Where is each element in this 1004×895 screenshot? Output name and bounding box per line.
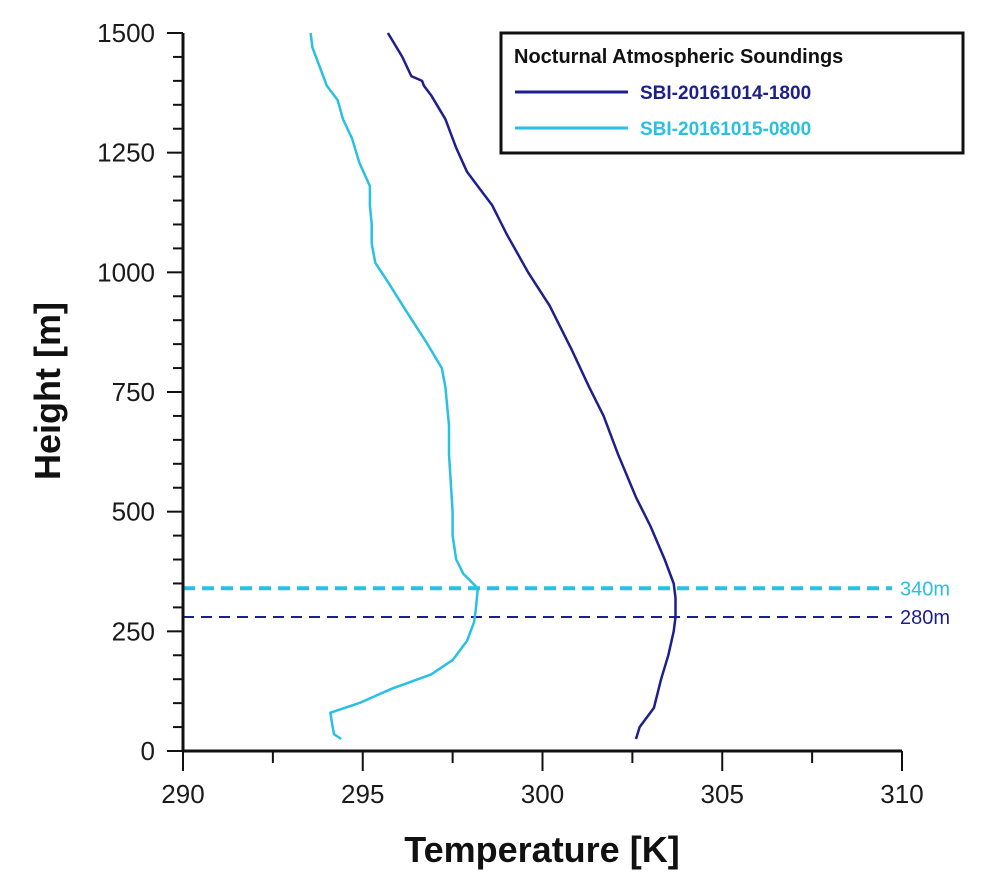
- y-tick-label: 750: [112, 377, 155, 407]
- x-tick-label: 295: [341, 779, 384, 809]
- x-tick-label: 305: [701, 779, 744, 809]
- legend: Nocturnal Atmospheric Soundings SBI-2016…: [499, 31, 965, 155]
- y-tick-label: 250: [112, 616, 155, 646]
- tick-labels: 0 250 500 750 1000 1250 1500 290 295 300 305 310: [97, 18, 924, 809]
- reference-label-340m: 340m: [900, 578, 950, 600]
- x-tick-label: 310: [880, 779, 923, 809]
- reference-lines: 340m 280m: [183, 578, 950, 629]
- x-tick-label: 300: [521, 779, 564, 809]
- y-tick-label: 1500: [97, 18, 155, 48]
- x-axis-title: Temperature [K]: [404, 829, 679, 870]
- legend-title: Nocturnal Atmospheric Soundings: [514, 46, 843, 68]
- y-tick-label: 1000: [97, 257, 155, 287]
- reference-label-280m: 280m: [900, 607, 950, 629]
- legend-box: [499, 31, 965, 155]
- series-lines: [309, 32, 677, 741]
- legend-label-series-2: SBI-20161015-0800: [640, 119, 811, 140]
- legend-label-series-1: SBI-20161014-1800: [640, 83, 811, 104]
- y-axis-title: Height [m]: [27, 302, 68, 480]
- tick-marks: [167, 32, 903, 771]
- series-line-1: [386, 32, 677, 740]
- y-tick-label: 0: [141, 736, 155, 766]
- y-tick-label: 1250: [97, 138, 155, 168]
- y-tick-label: 500: [112, 497, 155, 527]
- x-tick-label: 290: [161, 779, 204, 809]
- series-line-2: [309, 32, 480, 741]
- axes: [181, 33, 902, 753]
